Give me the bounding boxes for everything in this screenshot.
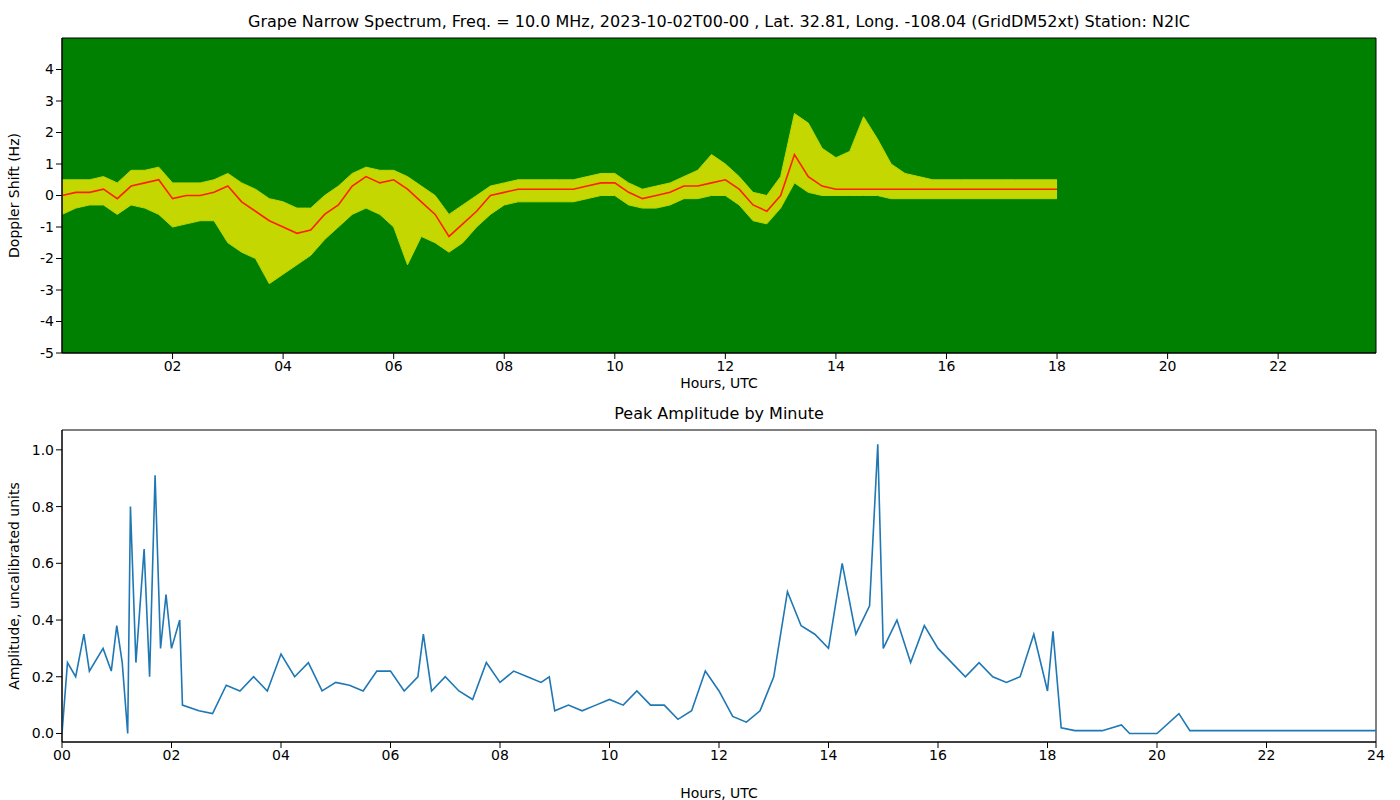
svg-text:-3: -3 bbox=[40, 282, 54, 298]
svg-text:0: 0 bbox=[45, 187, 54, 203]
svg-text:08: 08 bbox=[491, 747, 509, 763]
svg-text:14: 14 bbox=[820, 747, 838, 763]
svg-text:0.6: 0.6 bbox=[32, 555, 54, 571]
svg-text:02: 02 bbox=[163, 747, 181, 763]
svg-text:0.8: 0.8 bbox=[32, 499, 54, 515]
svg-text:16: 16 bbox=[938, 358, 956, 374]
svg-text:Amplitude, uncalibrated units: Amplitude, uncalibrated units bbox=[6, 482, 22, 690]
svg-text:04: 04 bbox=[272, 747, 290, 763]
svg-text:-5: -5 bbox=[40, 345, 54, 361]
svg-text:4: 4 bbox=[45, 61, 54, 77]
svg-text:00: 00 bbox=[53, 747, 71, 763]
svg-text:08: 08 bbox=[495, 358, 513, 374]
svg-text:14: 14 bbox=[827, 358, 845, 374]
svg-text:3: 3 bbox=[45, 93, 54, 109]
svg-text:-2: -2 bbox=[40, 250, 54, 266]
svg-text:-1: -1 bbox=[40, 219, 54, 235]
svg-text:10: 10 bbox=[601, 747, 619, 763]
svg-text:Doppler Shift (Hz): Doppler Shift (Hz) bbox=[6, 133, 22, 258]
svg-text:22: 22 bbox=[1258, 747, 1276, 763]
svg-text:12: 12 bbox=[710, 747, 728, 763]
svg-text:18: 18 bbox=[1039, 747, 1057, 763]
svg-text:0.2: 0.2 bbox=[32, 669, 54, 685]
svg-text:04: 04 bbox=[274, 358, 292, 374]
svg-text:0.4: 0.4 bbox=[32, 612, 54, 628]
html-text:Peak Amplitude by Minute: Peak Amplitude by Minute bbox=[614, 404, 824, 423]
svg-text:20: 20 bbox=[1148, 747, 1166, 763]
svg-text:12: 12 bbox=[716, 358, 734, 374]
svg-text:02: 02 bbox=[164, 358, 182, 374]
svg-text:06: 06 bbox=[382, 747, 400, 763]
svg-text:16: 16 bbox=[929, 747, 947, 763]
svg-text:Hours, UTC: Hours, UTC bbox=[680, 375, 758, 390]
svg-text:22: 22 bbox=[1269, 358, 1287, 374]
svg-text:1.0: 1.0 bbox=[32, 442, 54, 458]
svg-text:-4: -4 bbox=[40, 313, 54, 329]
svg-text:0.0: 0.0 bbox=[32, 725, 54, 741]
svg-text:2: 2 bbox=[45, 124, 54, 140]
svg-text:10: 10 bbox=[606, 358, 624, 374]
svg-text:18: 18 bbox=[1048, 358, 1066, 374]
svg-text:20: 20 bbox=[1159, 358, 1177, 374]
svg-text:1: 1 bbox=[45, 156, 54, 172]
svg-text:06: 06 bbox=[385, 358, 403, 374]
svg-text:24: 24 bbox=[1367, 747, 1385, 763]
svg-text:Hours, UTC: Hours, UTC bbox=[680, 785, 758, 800]
html-text:Grape Narrow Spectrum, Freq. =: Grape Narrow Spectrum, Freq. = 10.0 MHz,… bbox=[248, 12, 1190, 31]
